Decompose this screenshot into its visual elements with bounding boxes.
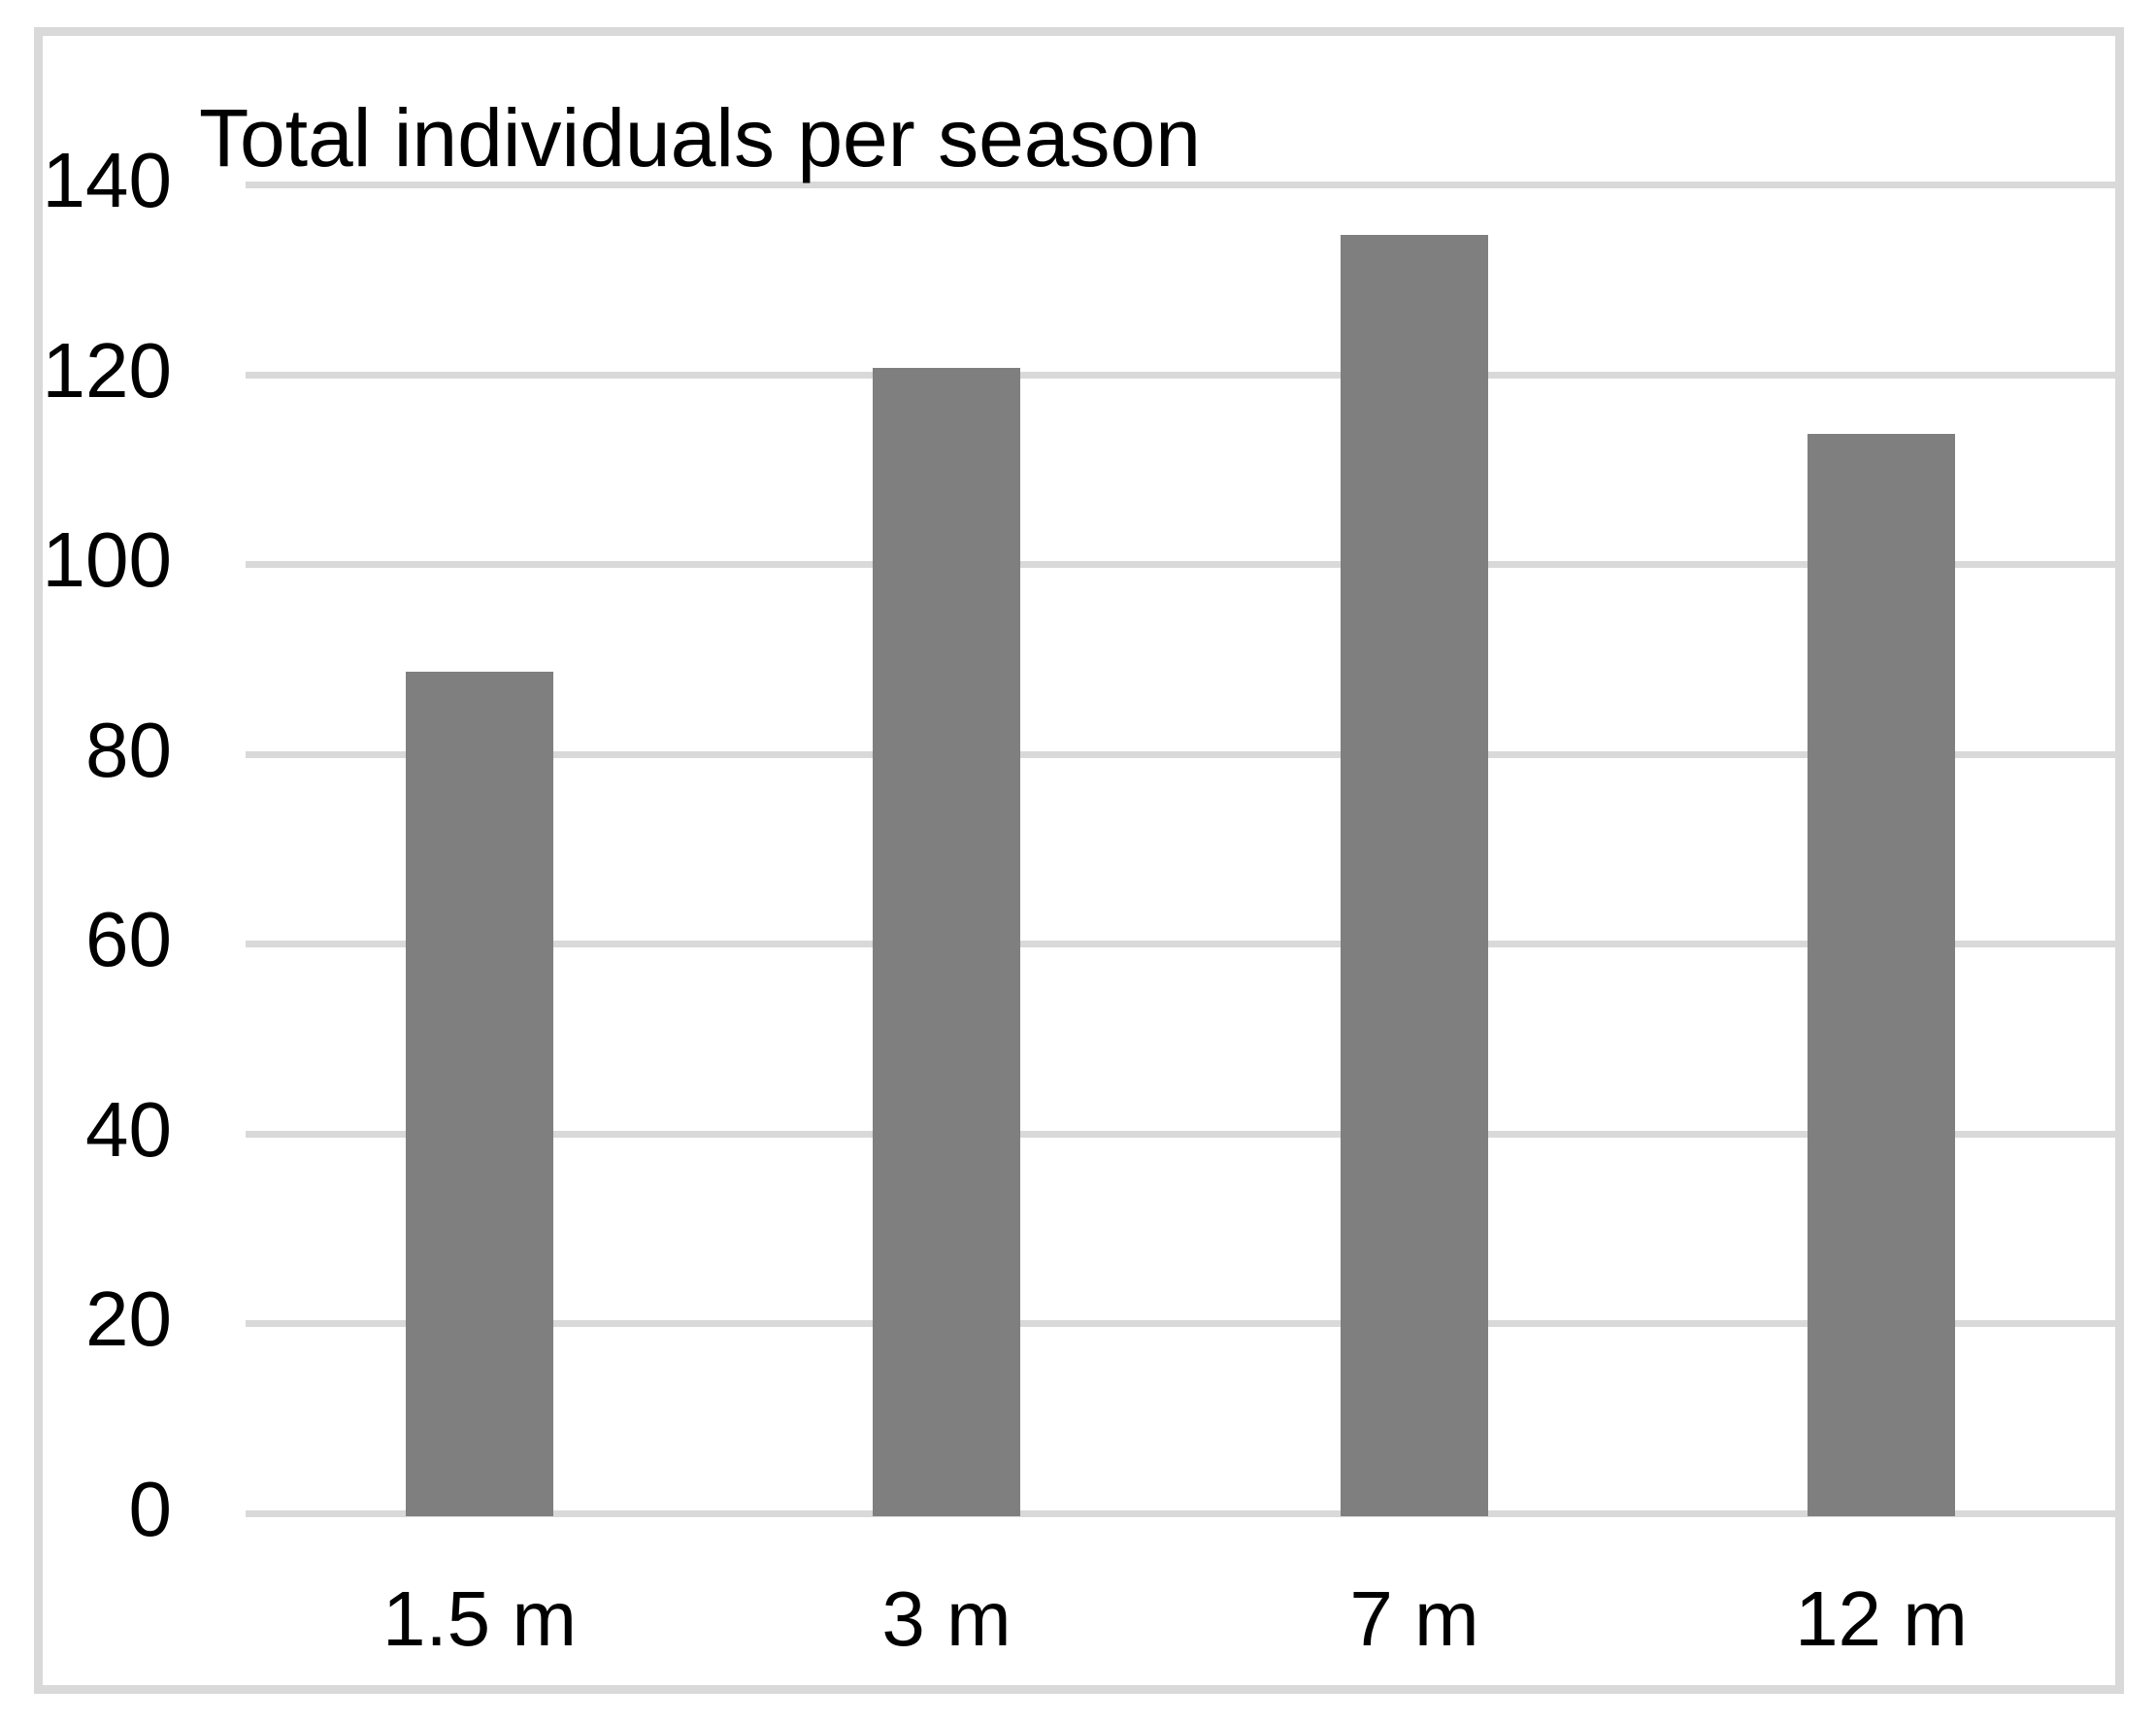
bar-7-m bbox=[1341, 235, 1488, 1516]
x-tick-label-12-m: 12 m bbox=[1795, 1575, 1968, 1662]
x-tick-label-1.5-m: 1.5 m bbox=[381, 1575, 578, 1662]
x-tick-label-3-m: 3 m bbox=[881, 1575, 1012, 1662]
bar-12-m bbox=[1808, 434, 1955, 1516]
gridline-y-100 bbox=[246, 561, 2115, 569]
y-tick-label-40: 40 bbox=[85, 1085, 172, 1173]
y-tick-label-0: 0 bbox=[128, 1466, 173, 1552]
gridline-y-120 bbox=[246, 371, 2115, 379]
gridline-y-20 bbox=[246, 1320, 2115, 1328]
gridline-y-60 bbox=[246, 941, 2115, 948]
y-tick-label-20: 20 bbox=[85, 1275, 172, 1363]
gridline-y-40 bbox=[246, 1130, 2115, 1138]
y-tick-label-100: 100 bbox=[42, 516, 172, 604]
y-tick-label-140: 140 bbox=[42, 137, 172, 223]
x-tick-label-7-m: 7 m bbox=[1349, 1575, 1479, 1662]
gridline-y-0 bbox=[246, 1510, 2115, 1517]
y-tick-label-80: 80 bbox=[85, 706, 172, 793]
gridline-y-80 bbox=[246, 750, 2115, 758]
y-tick-label-60: 60 bbox=[85, 896, 172, 983]
y-tick-label-120: 120 bbox=[42, 326, 172, 414]
chart-title: Total individuals per season bbox=[199, 92, 1201, 183]
bar-3-m bbox=[873, 368, 1020, 1516]
chart-frame bbox=[34, 27, 2124, 1694]
gridline-y-140 bbox=[246, 182, 2115, 188]
bar-1.5-m bbox=[406, 672, 553, 1516]
